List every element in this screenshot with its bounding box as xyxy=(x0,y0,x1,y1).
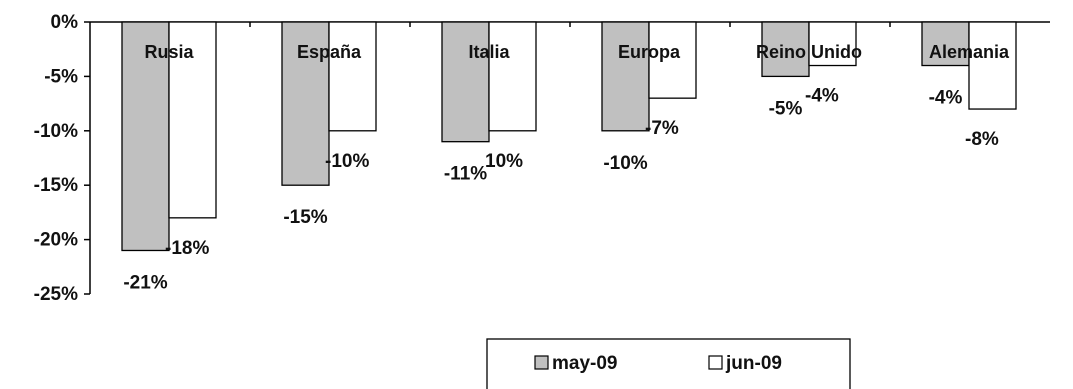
data-label-jun: -10% xyxy=(325,151,369,172)
data-label-may: -11% xyxy=(444,164,487,185)
category-label: Alemania xyxy=(929,42,1010,62)
data-label-may: -15% xyxy=(283,207,327,228)
data-labels: Rusia España Italia Europa Reino Unido Aleman… xyxy=(123,42,1010,293)
category-label: Reino Unido xyxy=(756,42,862,62)
legend: may-09 jun-09 xyxy=(486,338,851,389)
category-label: Italia xyxy=(468,42,510,62)
y-tick-label: -20% xyxy=(34,230,78,251)
data-label-may: -5% xyxy=(769,98,803,119)
category-label: Europa xyxy=(618,42,681,62)
legend-swatch-jun xyxy=(708,355,723,370)
data-label-jun: -4% xyxy=(805,86,839,107)
legend-label-may: may-09 xyxy=(552,353,618,374)
bars xyxy=(121,21,1017,252)
bar-may xyxy=(921,21,970,67)
y-tick-label: -5% xyxy=(44,66,78,87)
y-tick-label: -10% xyxy=(34,121,78,142)
bar-jun xyxy=(808,21,857,67)
y-tick-label: -25% xyxy=(34,284,78,305)
legend-label-jun: jun-09 xyxy=(725,353,782,374)
data-label-jun: 10% xyxy=(485,151,523,172)
y-tick-label: -15% xyxy=(34,175,78,196)
bar-jun xyxy=(328,21,377,132)
bar-jun xyxy=(488,21,537,132)
data-label-jun: -8% xyxy=(965,129,999,150)
data-label-jun: -18% xyxy=(165,238,209,259)
bar-jun xyxy=(168,21,217,219)
data-label-may: -10% xyxy=(603,153,647,174)
bar-may xyxy=(441,21,490,143)
bar-jun xyxy=(648,21,697,99)
y-axis: 0% -5% -10% -15% -20% -25% xyxy=(34,12,1050,305)
category-label: España xyxy=(297,42,362,62)
bar-may xyxy=(121,21,170,252)
y-tick-label: 0% xyxy=(51,12,79,33)
bar-may xyxy=(761,21,810,78)
bar-jun xyxy=(968,21,1017,110)
data-label-may: -21% xyxy=(123,272,167,293)
legend-swatch-may xyxy=(534,355,549,370)
data-label-may: -4% xyxy=(929,88,963,109)
bar-may xyxy=(601,21,650,132)
data-label-jun: -7% xyxy=(645,118,679,139)
bar-may xyxy=(281,21,330,186)
category-label: Rusia xyxy=(144,42,194,62)
